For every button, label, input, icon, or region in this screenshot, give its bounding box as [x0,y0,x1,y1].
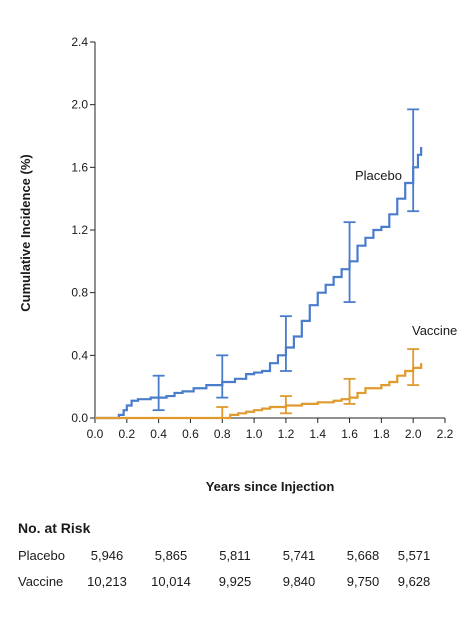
risk-cell: 5,811 [219,548,251,563]
error-bar-vaccine [343,377,356,405]
x-tick-label: 1.0 [246,427,263,441]
risk-cell: 5,741 [282,548,316,563]
risk-cell: 5,668 [346,548,380,563]
risk-table-heading: No. at Risk [18,520,91,536]
series-label-placebo: Placebo [355,168,402,183]
risk-cell: 10,213 [87,574,127,589]
risk-row-vaccine: Vaccine 10,213 10,014 9,925 9,840 9,750 … [0,574,469,594]
y-tick-label: 2.4 [71,35,88,49]
error-bar-placebo [343,221,356,303]
error-bar-vaccine [216,406,229,419]
risk-row-label: Vaccine [18,574,64,589]
risk-cell: 9,628 [397,574,431,589]
error-bar-vaccine [279,395,292,415]
risk-table: No. at Risk Placebo 5,946 5,865 5,811 5,… [0,510,469,610]
x-tick-label: 0.6 [182,427,199,441]
x-tick-label: 0.0 [87,427,104,441]
x-tick-label: 1.2 [278,427,295,441]
axes: 0.0 0.2 0.4 0.6 0.8 1.0 1.2 1.4 1.6 1.8 2.0 2.2 0.0 0… [71,35,453,441]
y-axis-title: Cumulative Incidence (%) [18,154,33,311]
x-tick-label: 0.4 [150,427,167,441]
series-line-vaccine [95,363,423,420]
risk-cell: 9,750 [346,574,380,589]
x-tick-label: 2.2 [437,427,454,441]
error-bar-placebo [407,108,420,213]
risk-cell: 10,014 [151,574,191,589]
risk-cell: 9,925 [218,574,252,589]
y-tick-label: 0.0 [71,411,88,425]
x-tick-label: 1.6 [341,427,358,441]
x-tick-label: 0.8 [214,427,231,441]
risk-row-label: Placebo [18,548,65,563]
y-tick-label: 0.8 [71,286,88,300]
error-bar-placebo [216,354,229,399]
error-bar-placebo [279,315,292,372]
series-label-vaccine: Vaccine [412,323,457,338]
x-tick-label: 1.4 [309,427,326,441]
risk-cell: 5,946 [90,548,124,563]
y-tick-label: 0.4 [71,348,88,362]
y-tick-label: 2.0 [71,98,88,112]
series-layer [95,108,423,420]
risk-cell: 5,571 [397,548,431,563]
x-tick-label: 2.0 [405,427,422,441]
x-tick-label: 0.2 [118,427,135,441]
risk-cell: 5,865 [154,548,188,563]
risk-row-placebo: Placebo 5,946 5,865 5,811 5,741 5,668 5,… [0,548,469,568]
error-bar-vaccine [407,348,420,387]
y-tick-label: 1.6 [71,160,88,174]
x-tick-label: 1.8 [373,427,390,441]
series-line-placebo [95,146,423,420]
y-tick-label: 1.2 [71,223,88,237]
error-bar-placebo [152,374,165,412]
risk-cell: 9,840 [282,574,316,589]
x-axis-title: Years since Injection [206,479,335,494]
